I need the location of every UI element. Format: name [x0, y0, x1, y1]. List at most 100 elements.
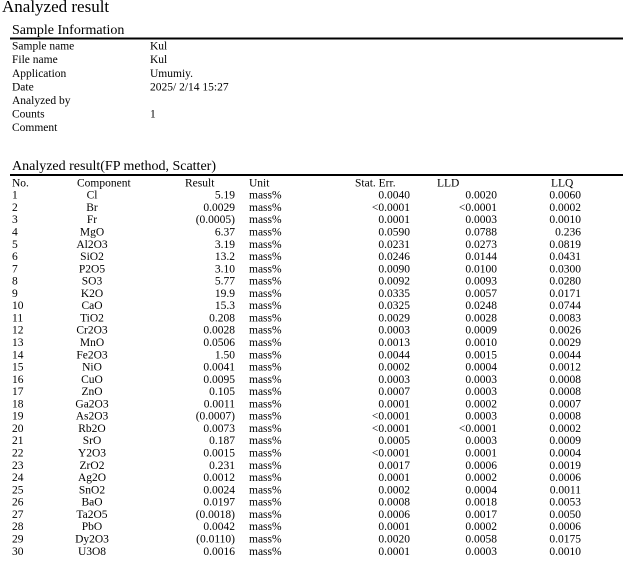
table-cell: 0.0005	[378, 435, 410, 447]
table-cell: 0.187	[209, 435, 235, 447]
table-cell: 22	[12, 448, 24, 460]
table-cell: <0.0001	[459, 423, 497, 435]
table-cell: 0.0008	[378, 497, 410, 509]
table-cell: mass%	[249, 423, 282, 435]
table-cell: <0.0001	[459, 202, 497, 214]
field-value: 1	[150, 109, 156, 121]
table-cell: mass%	[249, 484, 282, 496]
table-cell: 0.0093	[465, 276, 497, 288]
table-cell: PbO	[82, 521, 102, 533]
table-cell: mass%	[249, 300, 282, 312]
table-cell: 0.0002	[465, 398, 497, 410]
table-cell: 28	[12, 521, 24, 533]
table-cell: 19.9	[215, 288, 235, 300]
table-cell: 0.0144	[465, 251, 497, 263]
table-cell: 0.0095	[203, 374, 235, 386]
table-cell: mass%	[249, 226, 282, 238]
table-cell: 0.0009	[465, 325, 497, 337]
table-cell: 0.0013	[378, 337, 410, 349]
table-cell: 0.0040	[378, 190, 410, 202]
table-cell: 13	[12, 337, 24, 349]
table-cell: 0.208	[209, 312, 235, 324]
table-cell: mass%	[249, 251, 282, 263]
table-cell: 13.2	[215, 251, 235, 263]
table-cell: 0.0248	[465, 300, 497, 312]
table-cell: Ta2O5	[76, 509, 107, 521]
table-cell: 0.0002	[465, 521, 497, 533]
table-cell: SnO2	[79, 484, 105, 496]
table-cell: 0.0053	[549, 497, 581, 509]
table-cell: 30	[12, 546, 24, 558]
table-cell: 21	[12, 435, 24, 447]
table-cell: 0.0012	[549, 362, 581, 374]
table-cell: 5.77	[215, 276, 235, 288]
table-cell: 0.0007	[378, 386, 410, 398]
table-cell: mass%	[249, 398, 282, 410]
table-cell: mass%	[249, 472, 282, 484]
table-cell: As2O3	[76, 411, 109, 423]
table-cell: 0.0026	[549, 325, 581, 337]
table-cell: Dy2O3	[75, 533, 109, 545]
table-cell: 5.19	[215, 190, 235, 202]
table-cell: CaO	[81, 300, 102, 312]
table-cell: 0.0060	[549, 190, 581, 202]
table-cell: 0.236	[555, 226, 581, 238]
table-cell: 0.0015	[203, 448, 235, 460]
table-cell: 0.0012	[203, 472, 235, 484]
table-cell: mass%	[249, 448, 282, 460]
table-cell: 0.0004	[549, 448, 581, 460]
table-cell: mass%	[249, 521, 282, 533]
table-cell: mass%	[249, 411, 282, 423]
table-cell: mass%	[249, 374, 282, 386]
table-cell: mass%	[249, 214, 282, 226]
table-cell: 0.0004	[465, 362, 497, 374]
table-cell: BaO	[81, 497, 102, 509]
table-cell: 0.0335	[378, 288, 410, 300]
table-cell: mass%	[249, 460, 282, 472]
table-cell: 0.0325	[378, 300, 410, 312]
table-cell: 24	[12, 472, 24, 484]
column-header: Unit	[249, 178, 270, 190]
table-cell: Fe2O3	[76, 349, 108, 361]
table-cell: 17	[12, 386, 24, 398]
table-cell: 0.0083	[549, 312, 581, 324]
table-cell: SO3	[82, 276, 103, 288]
table-cell: mass%	[249, 497, 282, 509]
table-cell: 0.0001	[465, 448, 497, 460]
field-label: Application	[12, 68, 67, 80]
table-cell: 0.0300	[549, 263, 581, 275]
table-cell: 0.0003	[465, 386, 497, 398]
table-cell: ZrO2	[80, 460, 105, 472]
table-cell: 0.0003	[465, 435, 497, 447]
table-cell: 0.0003	[465, 411, 497, 423]
field-value: Kul	[150, 41, 167, 53]
table-cell: 0.0008	[549, 374, 581, 386]
table-cell: 0.0001	[378, 214, 410, 226]
table-cell: 14	[12, 349, 24, 361]
table-cell: Cr2O3	[76, 325, 108, 337]
table-cell: ZnO	[81, 386, 102, 398]
table-cell: 0.0100	[465, 263, 497, 275]
table-cell: U3O8	[78, 546, 106, 558]
table-cell: 0.0044	[549, 349, 581, 361]
table-cell: 0.0016	[203, 546, 235, 558]
table-cell: mass%	[249, 312, 282, 324]
table-cell: 0.0017	[465, 509, 497, 521]
table-cell: 0.0003	[465, 214, 497, 226]
table-cell: 0.0017	[378, 460, 410, 472]
column-header: Component	[77, 178, 131, 190]
table-cell: K2O	[81, 288, 103, 300]
table-cell: 0.0002	[465, 472, 497, 484]
table-cell: 8	[12, 276, 18, 288]
table-cell: 0.0058	[465, 533, 497, 545]
table-cell: 23	[12, 460, 24, 472]
table-cell: 25	[12, 484, 24, 496]
table-cell: mass%	[249, 362, 282, 374]
table-cell: mass%	[249, 386, 282, 398]
table-cell: 0.0246	[378, 251, 410, 263]
table-cell: 5	[12, 239, 18, 251]
table-cell: mass%	[249, 202, 282, 214]
table-cell: 20	[12, 423, 24, 435]
table-cell: 0.0008	[549, 386, 581, 398]
